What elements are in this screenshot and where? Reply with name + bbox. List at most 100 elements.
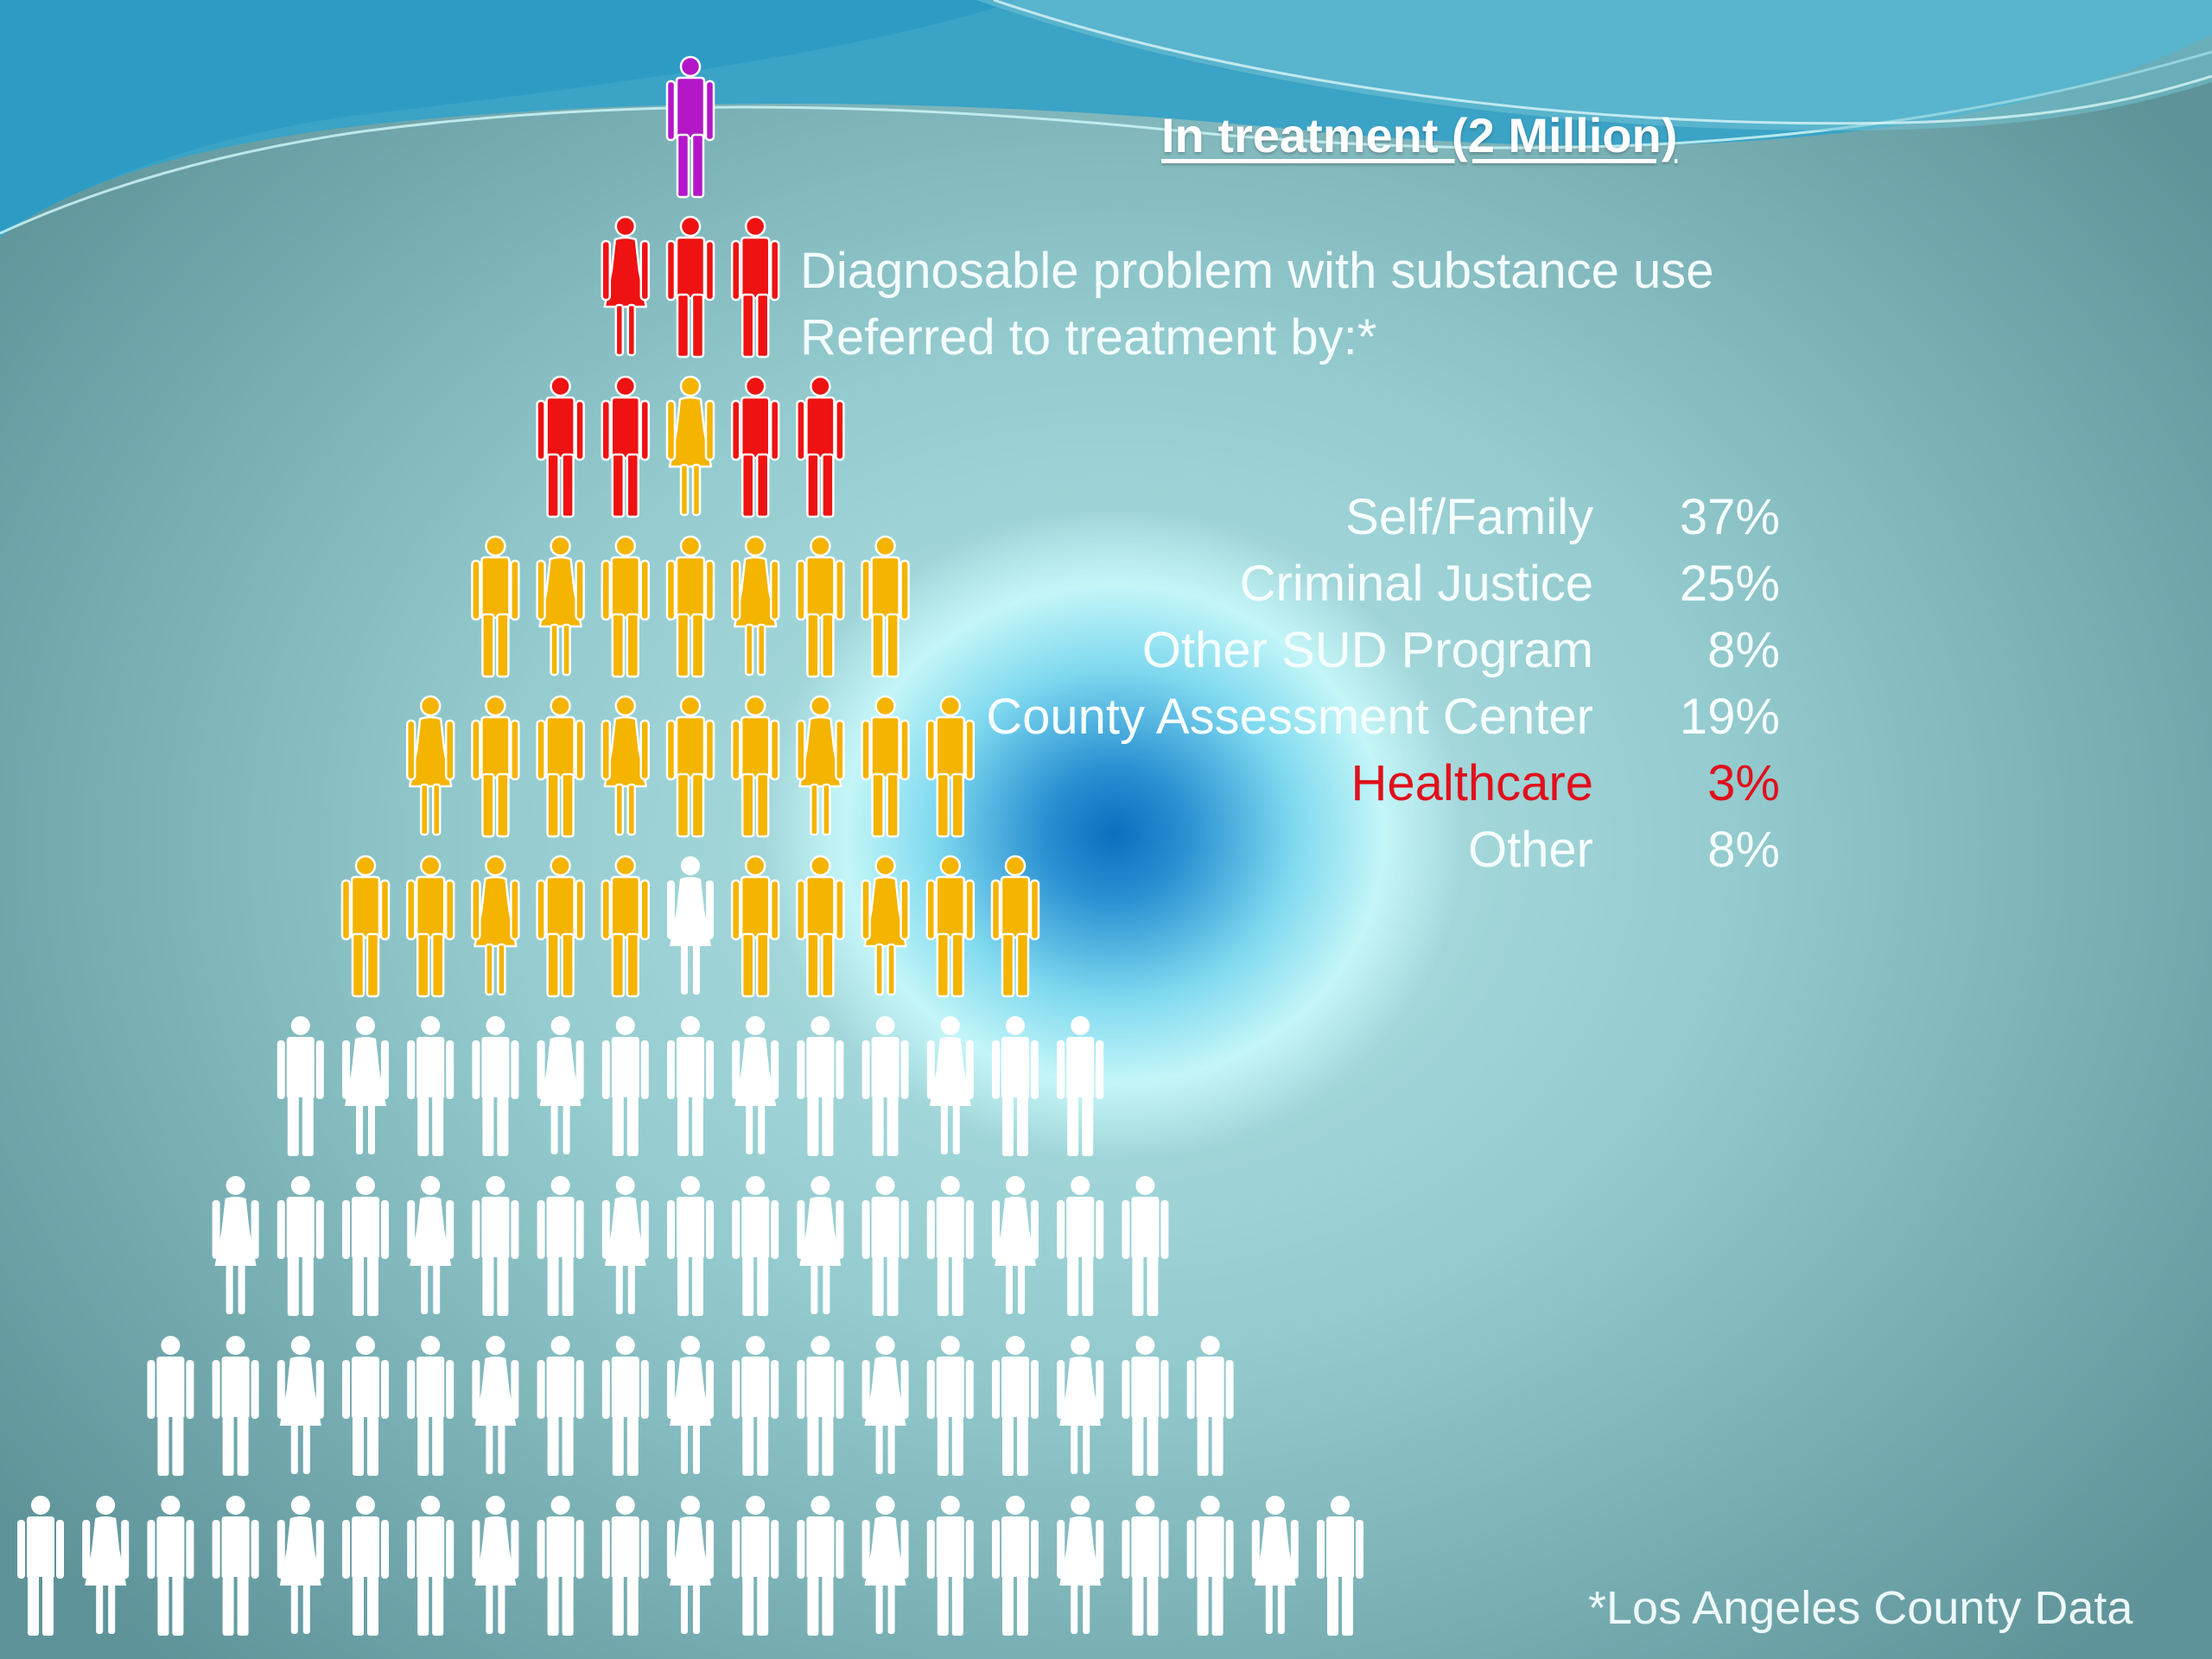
referral-row: Other 8% (864, 821, 1780, 887)
person-icon (732, 1336, 779, 1476)
person-icon (212, 1496, 259, 1636)
person-icon (925, 855, 976, 998)
person-icon (1186, 1496, 1234, 1636)
person-icon (861, 695, 910, 838)
person-icon (992, 1176, 1039, 1314)
person-icon (601, 375, 651, 518)
person-icon (732, 1496, 779, 1636)
person-icon (147, 1336, 194, 1476)
person-icon (601, 1176, 649, 1314)
referral-value: 8% (1707, 822, 1780, 878)
referral-value: 3% (1707, 755, 1780, 811)
person-icon (1122, 1336, 1169, 1476)
person-icon (1122, 1496, 1169, 1636)
referral-value: 19% (1679, 689, 1780, 745)
person-icon (667, 1336, 714, 1474)
person-icon (537, 1016, 584, 1154)
referral-label: Other SUD Program (1141, 622, 1593, 678)
referral-row: Healthcare 3% (864, 754, 1780, 821)
person-icon (82, 1496, 130, 1634)
person-icon (471, 695, 520, 838)
person-icon (861, 1176, 909, 1316)
person-icon (601, 1496, 649, 1636)
person-icon (276, 1496, 324, 1634)
person-icon (342, 1496, 389, 1636)
person-icon (665, 375, 715, 517)
person-icon (665, 55, 715, 199)
person-icon (212, 1176, 259, 1314)
referral-label: Self/Family (1345, 489, 1593, 545)
person-icon (276, 1016, 324, 1156)
subtitle-referred: Referred to treatment by:* (800, 309, 1377, 365)
referral-table: Self/Family 37% Criminal Justice 25% Other S… (864, 488, 1780, 887)
referral-row: Self/Family 37% (864, 488, 1780, 555)
person-icon (472, 1496, 519, 1634)
person-icon (1251, 1496, 1299, 1634)
person-icon (537, 1496, 584, 1636)
person-icon (536, 375, 585, 518)
person-icon (796, 375, 845, 518)
referral-value: 25% (1679, 556, 1780, 612)
person-icon (667, 1176, 714, 1316)
person-icon (17, 1496, 64, 1636)
person-icon (665, 695, 715, 838)
person-icon (797, 1336, 844, 1476)
referral-value: 37% (1679, 489, 1780, 545)
person-icon (601, 215, 651, 357)
person-icon (667, 1016, 714, 1156)
person-icon (732, 1176, 779, 1316)
person-icon (667, 856, 714, 995)
person-icon (992, 1336, 1039, 1476)
person-icon (472, 1016, 519, 1156)
person-icon (665, 535, 715, 678)
person-icon (537, 1336, 584, 1476)
referral-label: Criminal Justice (1239, 556, 1593, 612)
person-icon (797, 1016, 844, 1156)
person-icon (342, 1176, 389, 1316)
person-icon (861, 1016, 909, 1156)
referral-row: Criminal Justice 25% (864, 555, 1780, 621)
person-icon (471, 855, 520, 996)
person-icon (990, 855, 1040, 998)
referral-row: County Assessment Center 19% (864, 688, 1780, 754)
person-icon (796, 535, 845, 678)
person-icon (472, 1176, 519, 1316)
person-icon (796, 855, 845, 998)
person-icon (405, 855, 455, 998)
person-icon (212, 1336, 259, 1476)
person-icon (797, 1176, 844, 1314)
person-icon (342, 1016, 389, 1154)
person-icon (147, 1496, 194, 1636)
person-icon (926, 1336, 974, 1476)
person-icon (601, 855, 651, 998)
source-footnote: *Los Angeles County Data (1588, 1582, 2133, 1634)
person-icon (601, 695, 651, 836)
person-icon (992, 1496, 1039, 1636)
person-icon (536, 695, 585, 838)
person-icon (472, 1336, 519, 1474)
person-icon (926, 1496, 974, 1636)
person-icon (730, 535, 780, 677)
person-icon (730, 375, 780, 518)
person-icon (1057, 1496, 1104, 1634)
person-icon (926, 1176, 974, 1316)
person-icon (861, 1496, 909, 1634)
person-icon (730, 855, 780, 998)
person-icon (407, 1176, 454, 1314)
person-icon (1057, 1176, 1104, 1316)
person-icon (1186, 1336, 1234, 1476)
person-icon (1122, 1176, 1169, 1316)
person-icon (601, 1016, 649, 1156)
person-icon (276, 1176, 324, 1316)
person-icon (536, 535, 585, 677)
referral-label: Healthcare (1351, 755, 1593, 811)
person-icon (861, 1336, 909, 1474)
referral-value: 8% (1707, 622, 1780, 678)
person-icon (601, 1336, 649, 1476)
person-icon (340, 855, 391, 998)
person-icon (537, 1176, 584, 1316)
referral-label: Other (1467, 822, 1593, 878)
person-icon (992, 1016, 1039, 1156)
